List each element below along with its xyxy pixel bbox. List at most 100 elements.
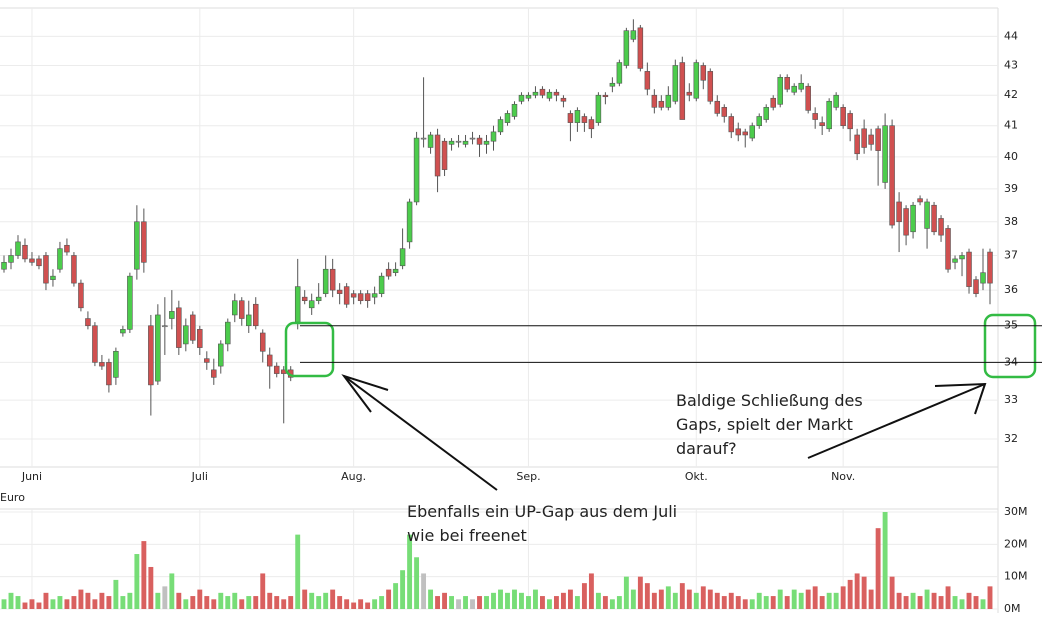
- candle-body: [413, 137, 420, 203]
- volume-bar: [903, 596, 909, 609]
- candle-body: [511, 103, 518, 117]
- volume-bar: [64, 599, 70, 609]
- candle-body: [204, 358, 210, 363]
- volume-bar: [833, 592, 839, 609]
- volume-bar: [679, 583, 685, 609]
- volume-bar: [204, 596, 210, 609]
- y-tick-label: 38: [1004, 215, 1018, 228]
- candle-body: [406, 201, 413, 243]
- volume-bar: [120, 596, 126, 609]
- volume-bar: [302, 589, 308, 609]
- candle-body: [134, 221, 140, 270]
- volume-bar: [505, 592, 510, 609]
- volume-bar: [155, 592, 161, 609]
- volume-bar: [99, 592, 105, 609]
- volume-bar: [987, 586, 993, 609]
- volume-bar: [85, 592, 91, 609]
- candle-body: [357, 293, 364, 302]
- volume-bar: [71, 596, 77, 609]
- candle-body: [623, 30, 630, 66]
- volume-bar: [595, 592, 601, 609]
- candle-body: [644, 71, 651, 90]
- volume-bar: [868, 589, 874, 609]
- volume-bar: [980, 599, 986, 609]
- candle-body: [378, 275, 385, 294]
- candle-body: [798, 82, 804, 90]
- candle-body: [672, 65, 679, 102]
- candle-body: [567, 113, 574, 123]
- x-tick-label: Juni: [21, 470, 42, 483]
- volume-bar: [456, 599, 461, 609]
- volume-bar: [197, 589, 203, 609]
- volume-bar: [50, 599, 56, 609]
- candle-body: [777, 76, 783, 105]
- volume-bar: [442, 592, 448, 609]
- volume-bar: [288, 596, 294, 609]
- candle-body: [938, 218, 944, 236]
- candle-body: [469, 137, 476, 140]
- candle-body: [917, 198, 923, 203]
- volume-bar: [498, 589, 503, 609]
- candle-body: [43, 255, 49, 284]
- volume-bar: [540, 596, 545, 609]
- y-tick-label: 41: [1004, 119, 1018, 132]
- candle-body: [742, 131, 748, 136]
- candle-body: [273, 365, 280, 374]
- candle-body: [315, 296, 322, 302]
- volume-bar: [386, 589, 392, 609]
- volume-bar: [162, 586, 168, 609]
- candle-body: [658, 100, 665, 108]
- volume-bar: [931, 592, 937, 609]
- volume-bar: [358, 599, 364, 609]
- candle-body: [399, 248, 406, 267]
- volume-bar: [735, 596, 741, 609]
- candle-body: [539, 88, 546, 96]
- candle-body: [847, 113, 853, 130]
- candle-body: [840, 107, 846, 126]
- candle-body: [490, 131, 497, 142]
- candle-body: [420, 137, 427, 140]
- candle-body: [861, 128, 867, 148]
- volume-bar: [770, 596, 776, 609]
- candle-body: [218, 343, 224, 367]
- candle-body: [322, 268, 329, 294]
- candle-body: [987, 251, 993, 284]
- volume-bar: [623, 576, 629, 609]
- volume-bar: [365, 602, 371, 609]
- volume-bar: [211, 599, 217, 609]
- volume-bar: [658, 589, 664, 609]
- volume-bar: [134, 554, 140, 609]
- candle-body: [57, 248, 63, 270]
- candle-body: [980, 272, 986, 284]
- volume-bar: [323, 592, 329, 609]
- volume-tick-label: 30M: [1004, 505, 1028, 518]
- candle-body: [553, 91, 560, 96]
- candle-body: [728, 116, 735, 133]
- candle-body: [735, 128, 742, 136]
- volume-bar: [428, 589, 434, 609]
- candle-body: [546, 91, 553, 99]
- volume-bar: [672, 592, 678, 609]
- volume-bar: [630, 589, 636, 609]
- candle-body: [120, 329, 126, 334]
- candle-body: [71, 255, 77, 284]
- volume-bar: [43, 592, 49, 609]
- x-tick-label: Nov.: [831, 470, 855, 483]
- candle-body: [707, 71, 714, 102]
- y-tick-label: 36: [1004, 283, 1018, 296]
- volume-bar: [239, 599, 245, 609]
- volume-bar: [148, 566, 154, 609]
- candle-body: [805, 85, 811, 111]
- volume-bar: [526, 596, 531, 609]
- volume-bar: [756, 592, 762, 609]
- candle-body: [483, 140, 490, 145]
- volume-bar: [714, 592, 720, 609]
- volume-bar: [553, 596, 559, 609]
- candle-body: [64, 244, 70, 253]
- annotation: Ebenfalls ein UP-Gap aus dem Juli: [407, 502, 677, 521]
- volume-bar: [952, 596, 958, 609]
- candle-body: [609, 82, 616, 87]
- volume-bar: [966, 592, 972, 609]
- volume-bar: [295, 534, 301, 609]
